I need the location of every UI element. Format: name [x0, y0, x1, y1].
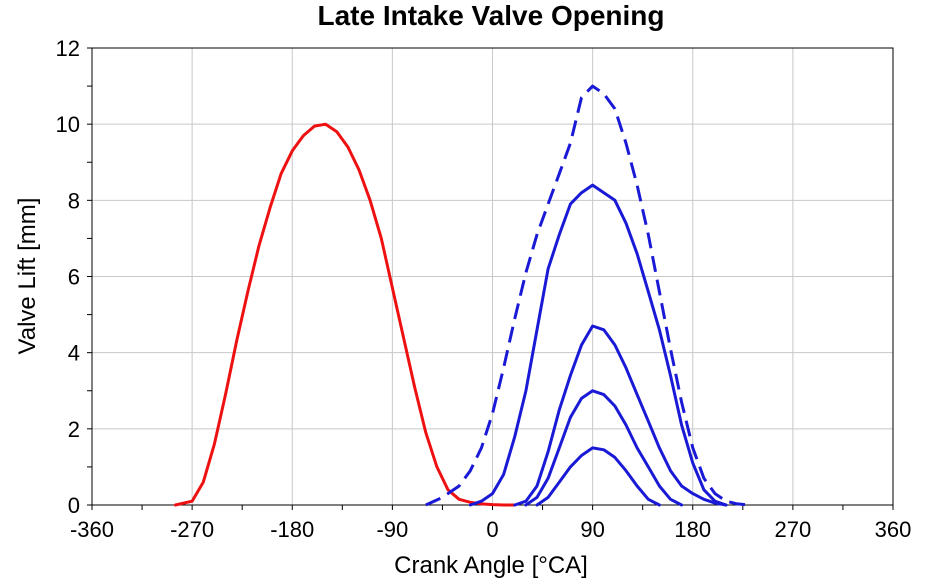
x-tick-label: 0 — [486, 517, 498, 542]
y-tick-label: 0 — [68, 493, 80, 518]
series-line-intake-8-4-mm — [468, 183, 728, 507]
x-tick-label: -180 — [270, 517, 314, 542]
series-line-intake-3-mm — [524, 389, 684, 507]
y-tick-label: 4 — [68, 341, 80, 366]
series-line-intake-1-5-mm — [535, 446, 661, 507]
x-tick-label: 180 — [674, 517, 711, 542]
chart-title: Late Intake Valve Opening — [317, 0, 664, 31]
minor-ticks — [87, 47, 894, 510]
x-tick-label: -270 — [170, 517, 214, 542]
x-axis-label: Crank Angle [°CA] — [394, 552, 588, 579]
series-layer — [173, 84, 749, 507]
y-tick-label: 6 — [68, 265, 80, 290]
series-line-exhaust — [173, 122, 517, 507]
x-tick-label: 90 — [580, 517, 604, 542]
x-tick-label: 270 — [775, 517, 812, 542]
series-line-intake-11-mm — [425, 84, 749, 507]
y-tick-label: 10 — [56, 112, 80, 137]
x-tick-label: 360 — [875, 517, 912, 542]
x-tick-label: -90 — [376, 517, 408, 542]
y-tick-label: 2 — [68, 417, 80, 442]
y-tick-label: 12 — [56, 36, 80, 61]
y-axis-label: Valve Lift [mm] — [14, 198, 41, 355]
y-tick-labels: 0 2 4 6 8 10 12 — [56, 36, 80, 518]
x-tick-labels: -360 -270 -180 -90 0 90 180 270 360 — [70, 517, 911, 542]
series-line-intake-4-7-mm — [513, 324, 728, 507]
y-tick-label: 8 — [68, 188, 80, 213]
grid — [91, 47, 894, 506]
x-tick-label: -360 — [70, 517, 114, 542]
